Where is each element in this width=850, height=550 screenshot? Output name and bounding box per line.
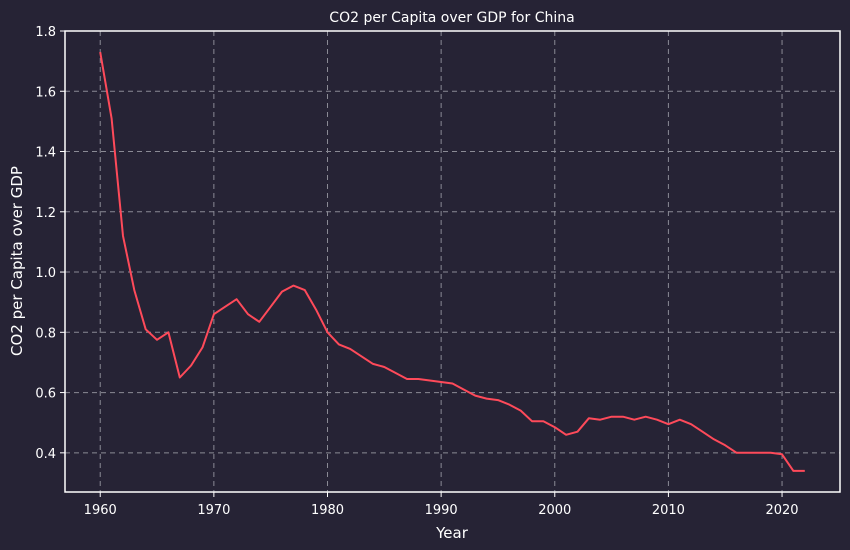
y-tick-label: 0.4	[35, 447, 56, 462]
y-axis-ticks: 0.4 0.6 0.8 1.0 1.2 1.4 1.6 1.8	[35, 25, 65, 462]
x-axis-label: Year	[435, 524, 469, 542]
x-tick-label: 1960	[84, 503, 117, 518]
x-tick-label: 2000	[538, 503, 571, 518]
y-tick-label: 0.8	[35, 326, 56, 341]
grid-lines	[65, 30, 840, 492]
series-line	[99, 51, 805, 472]
x-tick-label: 2010	[652, 503, 685, 518]
y-tick-label: 1.4	[35, 146, 56, 161]
plot-frame	[64, 30, 841, 493]
x-tick-label: 1970	[197, 503, 230, 518]
chart-title: CO2 per Capita over GDP for China	[329, 10, 574, 26]
x-tick-label: 2020	[765, 503, 798, 518]
y-axis-label: CO2 per Capita over GDP	[8, 166, 26, 356]
y-tick-label: 1.2	[35, 206, 56, 221]
y-tick-label: 1.8	[35, 25, 56, 40]
y-tick-label: 1.6	[35, 85, 56, 100]
y-tick-label: 1.0	[35, 266, 56, 281]
x-axis-ticks: 1960 1970 1980 1990 2000 2010 2020	[84, 492, 799, 518]
x-tick-label: 1990	[425, 503, 458, 518]
y-tick-label: 0.6	[35, 387, 56, 402]
x-tick-label: 1980	[311, 503, 344, 518]
